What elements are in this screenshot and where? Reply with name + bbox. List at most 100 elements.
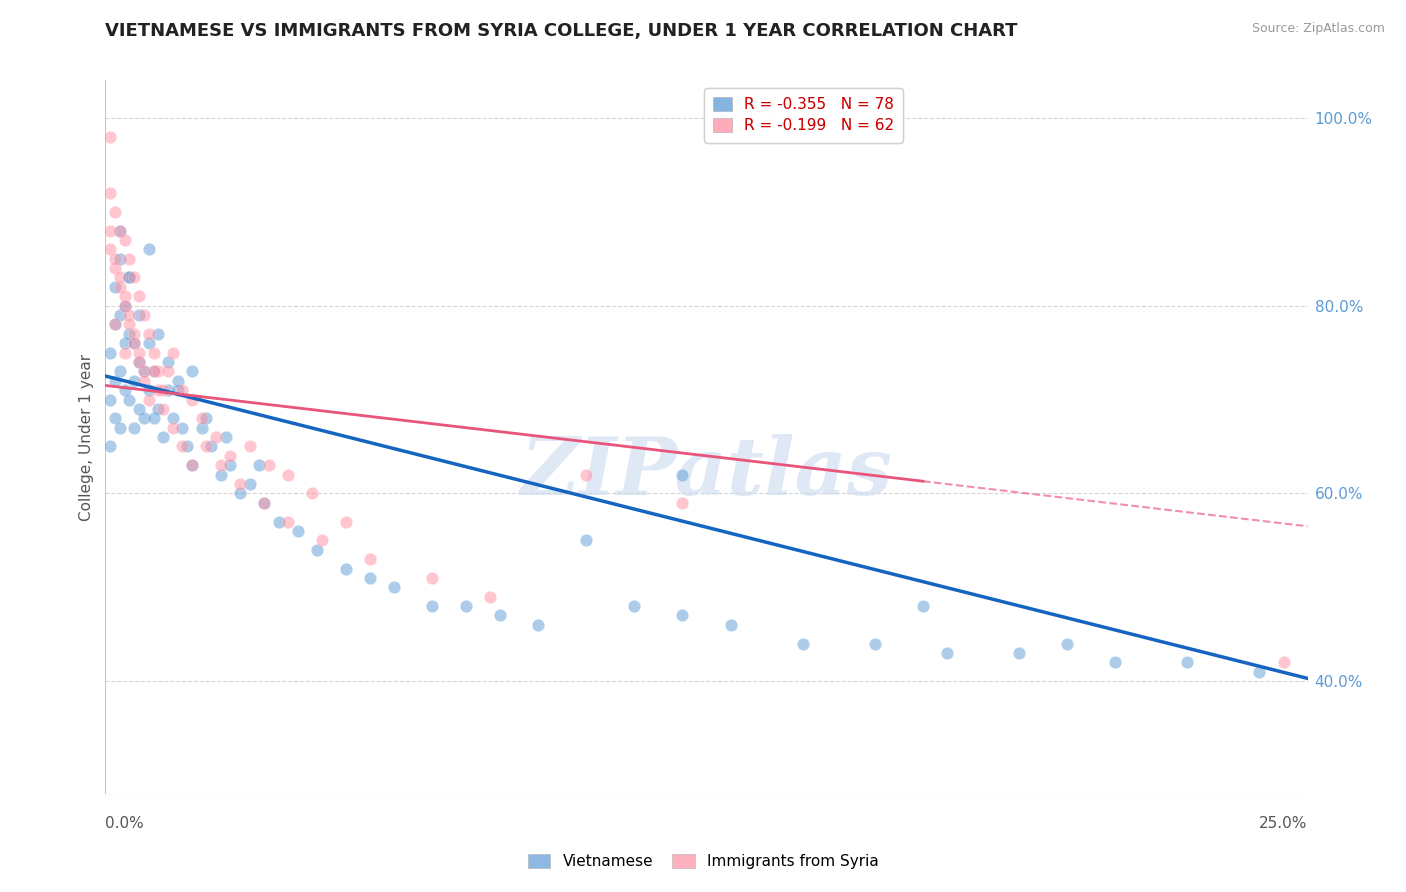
Point	[98, 345, 121, 359]
Point	[181, 392, 204, 407]
Point	[527, 618, 550, 632]
Point	[132, 364, 155, 378]
Point	[108, 308, 131, 322]
Point	[118, 252, 141, 266]
Point	[172, 383, 194, 397]
Point	[128, 308, 150, 322]
Point	[575, 467, 598, 482]
Point	[239, 440, 262, 454]
Point	[1249, 665, 1271, 679]
Point	[132, 364, 155, 378]
Point	[124, 270, 146, 285]
Point	[108, 252, 131, 266]
Point	[142, 411, 165, 425]
Point	[671, 467, 693, 482]
Point	[118, 392, 141, 407]
Point	[671, 608, 693, 623]
Point	[162, 345, 184, 359]
Point	[104, 252, 127, 266]
Point	[104, 374, 127, 388]
Point	[118, 326, 141, 341]
Point	[1104, 656, 1126, 670]
Point	[98, 440, 121, 454]
Point	[114, 383, 136, 397]
Point	[305, 542, 328, 557]
Point	[488, 608, 510, 623]
Point	[104, 280, 127, 294]
Point	[257, 458, 280, 473]
Text: 25.0%: 25.0%	[1260, 816, 1308, 831]
Point	[200, 440, 222, 454]
Point	[190, 420, 212, 434]
Point	[190, 411, 212, 425]
Point	[142, 364, 165, 378]
Point	[863, 637, 886, 651]
Point	[359, 552, 381, 566]
Point	[98, 242, 121, 256]
Point	[98, 392, 121, 407]
Point	[114, 233, 136, 247]
Point	[108, 364, 131, 378]
Point	[138, 336, 160, 351]
Point	[118, 308, 141, 322]
Point	[422, 571, 444, 585]
Point	[792, 637, 814, 651]
Point	[229, 477, 252, 491]
Point	[138, 383, 160, 397]
Point	[575, 533, 598, 548]
Point	[720, 618, 742, 632]
Point	[128, 401, 150, 416]
Point	[104, 318, 127, 332]
Point	[132, 374, 155, 388]
Point	[142, 364, 165, 378]
Point	[422, 599, 444, 613]
Point	[335, 515, 357, 529]
Point	[98, 223, 121, 237]
Legend: Vietnamese, Immigrants from Syria: Vietnamese, Immigrants from Syria	[522, 848, 884, 875]
Point	[104, 261, 127, 276]
Point	[267, 515, 290, 529]
Point	[166, 374, 188, 388]
Point	[128, 355, 150, 369]
Point	[219, 458, 242, 473]
Point	[114, 299, 136, 313]
Point	[152, 401, 174, 416]
Point	[118, 270, 141, 285]
Point	[152, 383, 174, 397]
Point	[1272, 656, 1295, 670]
Point	[118, 270, 141, 285]
Point	[1175, 656, 1198, 670]
Point	[209, 467, 232, 482]
Point	[247, 458, 270, 473]
Point	[138, 242, 160, 256]
Point	[124, 420, 146, 434]
Point	[253, 496, 276, 510]
Point	[98, 186, 121, 200]
Point	[98, 129, 121, 144]
Point	[104, 318, 127, 332]
Point	[148, 383, 170, 397]
Point	[162, 420, 184, 434]
Point	[138, 392, 160, 407]
Point	[277, 515, 299, 529]
Point	[214, 430, 236, 444]
Point	[671, 496, 693, 510]
Point	[172, 420, 194, 434]
Point	[114, 299, 136, 313]
Point	[124, 336, 146, 351]
Point	[382, 580, 405, 594]
Point	[142, 345, 165, 359]
Point	[108, 223, 131, 237]
Point	[156, 364, 179, 378]
Point	[277, 467, 299, 482]
Point	[205, 430, 228, 444]
Point	[132, 308, 155, 322]
Point	[454, 599, 477, 613]
Point	[181, 458, 204, 473]
Text: 0.0%: 0.0%	[105, 816, 145, 831]
Y-axis label: College, Under 1 year: College, Under 1 year	[79, 353, 94, 521]
Point	[128, 355, 150, 369]
Text: ZIPatlas: ZIPatlas	[520, 434, 893, 511]
Point	[156, 383, 179, 397]
Point	[108, 280, 131, 294]
